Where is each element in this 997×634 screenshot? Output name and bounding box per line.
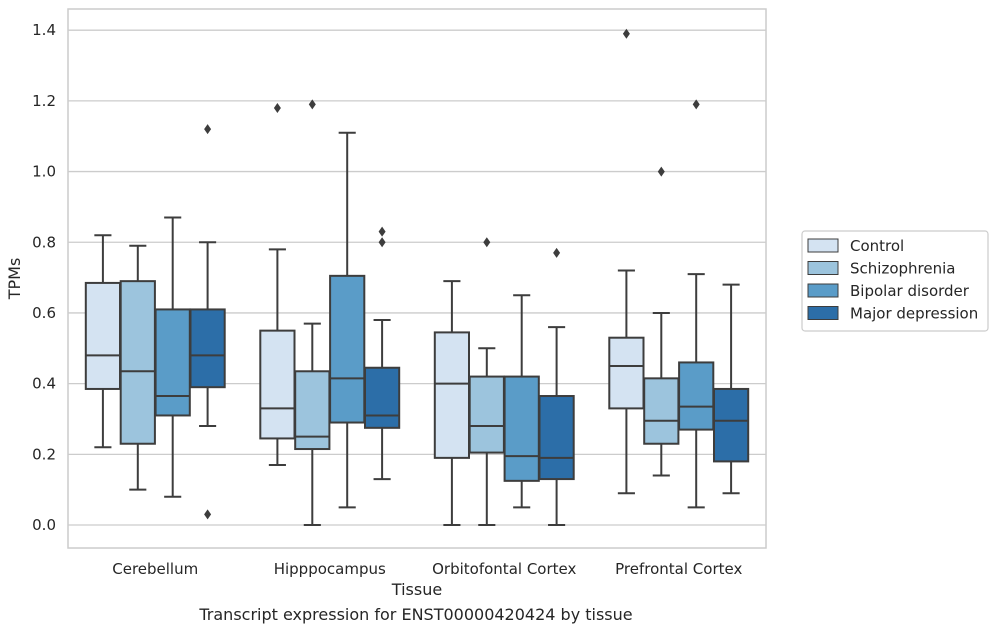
outlier-point [622, 28, 630, 39]
box-body [678, 361, 715, 431]
y-tick-label: 1.4 [32, 21, 56, 39]
box-3-1 [643, 166, 680, 477]
box-body [643, 377, 680, 445]
box-body [538, 395, 575, 481]
y-tick-label: 1.2 [32, 92, 56, 110]
outlier-point [692, 99, 700, 110]
x-tick-label: Cerebellum [112, 560, 198, 578]
legend-label: Bipolar disorder [850, 282, 970, 300]
box-2-3 [538, 247, 575, 527]
box-2-2 [503, 294, 540, 509]
axes-frame [67, 8, 767, 549]
legend-swatch [807, 261, 839, 275]
outlier-point [378, 226, 386, 237]
x-tick-labels: Cerebellum Hipppocampus Orbitofontal Corte… [112, 560, 742, 578]
y-tick-label: 1.0 [32, 163, 56, 181]
box-1-0 [259, 102, 296, 466]
outlier-point [553, 247, 561, 258]
outlier-point [657, 166, 665, 177]
outlier-point [378, 237, 386, 248]
box-3-0 [608, 28, 645, 495]
box-0-1 [119, 244, 156, 491]
box-body [363, 366, 401, 429]
box-3-3 [712, 283, 750, 495]
box-body [503, 375, 540, 482]
legend: Control Schizophrenia Bipolar disorder Majo… [801, 230, 989, 332]
box-1-2 [329, 131, 366, 509]
y-tick-label: 0.6 [32, 304, 56, 322]
box-body [84, 281, 122, 390]
box-body [329, 274, 366, 424]
x-tick-label: Prefrontal Cortex [615, 560, 742, 578]
box-0-0 [84, 234, 122, 449]
legend-label: Schizophrenia [850, 260, 955, 278]
outlier-point [483, 237, 491, 248]
box-body [433, 331, 471, 459]
legend-swatch [807, 283, 839, 298]
box-2-0 [433, 280, 471, 527]
box-0-3 [189, 124, 226, 520]
y-tick-label: 0.2 [32, 445, 56, 463]
legend-frame [801, 230, 989, 332]
box-body [712, 387, 750, 463]
outlier-point [273, 102, 281, 113]
box-body [119, 280, 156, 445]
outlier-point [308, 99, 316, 110]
outlier-point [204, 509, 212, 520]
outlier-point [204, 124, 212, 135]
box-body [259, 329, 296, 440]
box-body [189, 308, 226, 389]
box-3-2 [678, 99, 715, 509]
legend-label: Control [850, 237, 904, 255]
legend-swatch [807, 238, 839, 253]
chart-caption: Transcript expression for ENST0000042042… [199, 605, 633, 624]
y-tick-label: 0.8 [32, 233, 56, 251]
box-groups [84, 28, 750, 527]
x-tick-label: Hipppocampus [274, 560, 386, 578]
y-tick-label: 0.4 [32, 375, 56, 393]
box-1-1 [294, 99, 331, 527]
box-body [468, 375, 505, 454]
box-body [154, 308, 191, 417]
box-body [608, 336, 645, 410]
x-axis-label: Tissue [391, 580, 442, 599]
y-tick-labels: 0.0 0.2 0.4 0.6 0.8 1.0 1.2 1.4 [32, 21, 56, 534]
box-2-1 [468, 237, 505, 527]
legend-swatch [807, 306, 839, 320]
y-axis-label: TPMs [5, 258, 24, 301]
box-1-3 [363, 226, 401, 481]
x-tick-label: Orbitofontal Cortex [432, 560, 576, 578]
y-tick-label: 0.0 [32, 516, 56, 534]
legend-label: Major depression [850, 305, 978, 323]
